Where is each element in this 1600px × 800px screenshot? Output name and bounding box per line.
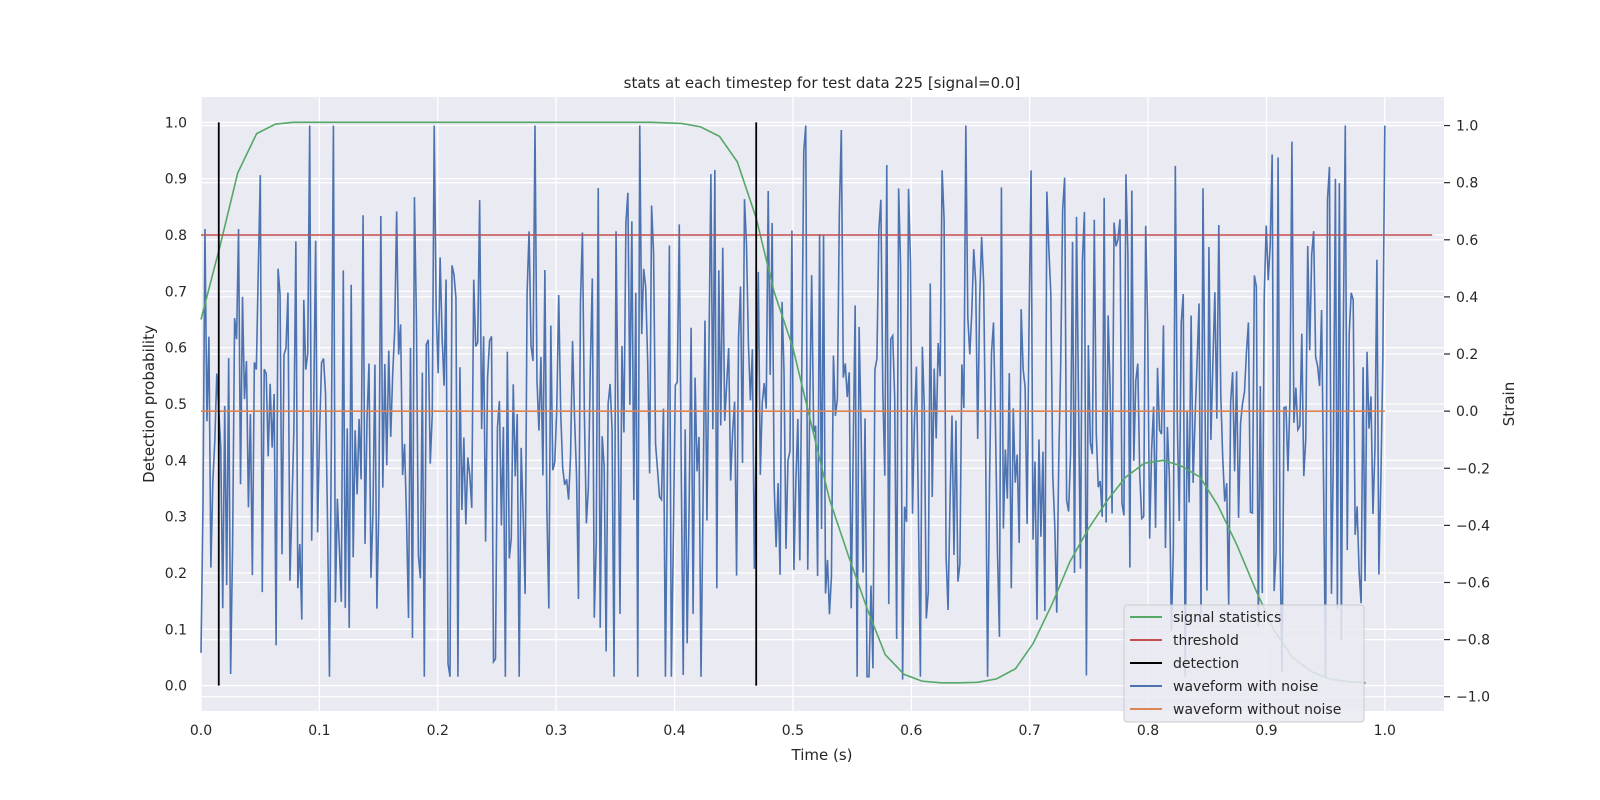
legend-item-signal-statistics: signal statistics (1130, 610, 1281, 626)
x-tick-label: 0.8 (1137, 723, 1159, 739)
y-right-tick-label: −0.4 (1456, 518, 1490, 534)
legend-label-threshold: threshold (1173, 633, 1239, 649)
y-right-tick-label: 0.2 (1456, 347, 1478, 363)
x-tick-label: 0.5 (782, 723, 804, 739)
y-left-tick-label: 0.7 (165, 284, 187, 300)
y-right-tick-label: 0.4 (1456, 290, 1478, 306)
y-left-axis-ticks: 0.0 0.1 0.2 0.3 0.4 0.5 0.6 0.7 0.8 0.9 1.0 (165, 115, 187, 694)
y-right-tick-label: 0.0 (1456, 404, 1478, 420)
legend-box (1123, 604, 1365, 723)
y-left-tick-label: 0.2 (165, 566, 187, 582)
x-tick-label: 0.1 (308, 723, 330, 739)
legend-label-detection: detection (1173, 656, 1239, 672)
y-right-tick-label: −0.6 (1456, 575, 1490, 591)
legend-label-waveform-with-noise: waveform with noise (1173, 679, 1318, 695)
y-left-tick-label: 0.1 (165, 622, 187, 638)
chart-title: stats at each timestep for test data 225… (624, 74, 1021, 92)
x-tick-label: 0.3 (545, 723, 567, 739)
x-tick-label: 0.2 (427, 723, 449, 739)
series-line-waveform-with-noise (200, 125, 1386, 680)
y-right-tick-label: 1.0 (1456, 119, 1478, 135)
y-right-tick-label: −0.2 (1456, 461, 1490, 477)
series-layer (200, 121, 1433, 686)
y-right-axis-ticks: −1.0 −0.8 −0.6 −0.4 −0.2 0.0 0.2 0.4 0.6 0.8 1.0 (1444, 119, 1490, 706)
legend-item-waveform-without-noise: waveform without noise (1130, 702, 1341, 718)
x-tick-label: 0.9 (1255, 723, 1277, 739)
y-right-tick-label: 0.6 (1456, 233, 1478, 249)
legend: signal statistics threshold detection wa… (1123, 604, 1365, 723)
y-left-tick-label: 0.5 (165, 397, 187, 413)
x-tick-label: 0.7 (1019, 723, 1041, 739)
y-left-tick-label: 0.0 (165, 679, 187, 695)
x-axis-ticks: 0.0 0.1 0.2 0.3 0.4 0.5 0.6 0.7 0.8 0.9 1.0 (190, 723, 1396, 739)
y-left-tick-label: 0.6 (165, 341, 187, 357)
y-left-tick-label: 0.4 (165, 453, 187, 469)
x-axis-title: Time (s) (791, 746, 853, 764)
x-tick-label: 0.0 (190, 723, 212, 739)
legend-item-threshold: threshold (1130, 633, 1239, 649)
y-left-tick-label: 0.9 (165, 172, 187, 188)
x-tick-label: 1.0 (1374, 723, 1396, 739)
legend-item-waveform-with-noise: waveform with noise (1130, 679, 1318, 695)
legend-label-signal-statistics: signal statistics (1173, 610, 1281, 626)
y-right-tick-label: −1.0 (1456, 690, 1490, 706)
legend-item-detection: detection (1130, 656, 1239, 672)
y-left-tick-label: 0.3 (165, 510, 187, 526)
legend-label-waveform-without-noise: waveform without noise (1173, 702, 1341, 718)
x-tick-label: 0.4 (663, 723, 685, 739)
y-right-tick-label: 0.8 (1456, 176, 1478, 192)
y-right-axis-title: Strain (1500, 382, 1518, 426)
y-left-tick-label: 0.8 (165, 228, 187, 244)
y-left-axis-title: Detection probability (140, 325, 158, 483)
x-tick-label: 0.6 (900, 723, 922, 739)
y-right-tick-label: −0.8 (1456, 633, 1490, 649)
y-left-tick-label: 1.0 (165, 115, 187, 131)
series-line-signal-statistics (200, 121, 1366, 684)
